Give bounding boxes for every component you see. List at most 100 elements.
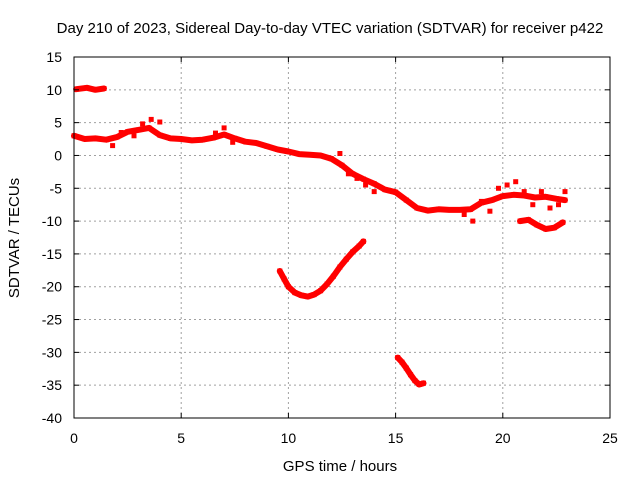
data-point	[292, 290, 298, 296]
data-point	[264, 143, 270, 149]
data-point	[339, 162, 345, 168]
axis-ticks: 0 5 10 15 20 25 15 10 5 0 -5 -10 -15 -20 -25 -30 -35 -40	[42, 49, 618, 446]
data-point	[543, 194, 549, 200]
data-point	[232, 135, 238, 141]
data-point	[168, 135, 173, 141]
data-point	[399, 359, 405, 365]
data-point	[560, 219, 566, 225]
data-point	[551, 225, 557, 231]
y-tick-label: 15	[46, 49, 62, 65]
data-point	[178, 136, 184, 142]
data-point	[403, 365, 409, 371]
data-point	[414, 205, 420, 211]
x-axis-label: GPS time / hours	[283, 458, 397, 475]
data-point	[285, 284, 291, 290]
data-point	[157, 132, 163, 138]
y-tick-label: 0	[54, 147, 62, 163]
data-point	[504, 182, 510, 188]
y-tick-label: -20	[42, 279, 62, 295]
data-point	[547, 205, 553, 211]
data-point	[526, 217, 531, 223]
data-point	[101, 86, 107, 91]
y-tick-label: -25	[42, 312, 62, 328]
data-point	[330, 273, 336, 279]
data-point	[189, 137, 195, 143]
data-point	[521, 193, 527, 198]
data-point	[135, 127, 141, 133]
data-point	[521, 189, 527, 195]
data-point	[318, 153, 324, 158]
data-point	[275, 147, 281, 152]
data-layer	[71, 84, 568, 388]
plot-frame	[73, 56, 611, 419]
data-point	[363, 182, 369, 188]
data-point	[350, 171, 356, 177]
data-point	[532, 195, 538, 200]
data-point	[461, 212, 467, 217]
data-point	[337, 264, 343, 270]
data-point	[395, 355, 401, 361]
y-axis-label: SDTVAR / TECUs	[6, 178, 23, 298]
series-trace	[73, 84, 107, 93]
data-point	[500, 193, 506, 199]
data-point	[296, 151, 302, 157]
data-point	[328, 156, 334, 162]
data-point	[408, 372, 414, 378]
data-point	[221, 125, 227, 131]
data-point	[538, 189, 544, 195]
data-point	[421, 380, 426, 386]
data-point	[318, 288, 324, 294]
data-point	[513, 179, 519, 185]
data-point	[285, 149, 291, 154]
data-point	[496, 185, 501, 191]
data-point	[403, 197, 409, 203]
data-point	[350, 249, 356, 255]
data-point	[277, 268, 283, 274]
data-point	[140, 121, 146, 127]
data-point	[114, 134, 120, 140]
x-tick-label: 0	[70, 430, 78, 446]
data-point	[110, 143, 116, 149]
data-point	[360, 238, 366, 244]
chart-title: Day 210 of 2023, Sidereal Day-to-day VTE…	[57, 20, 604, 37]
data-point	[92, 135, 98, 141]
data-point	[356, 243, 362, 249]
data-point	[103, 137, 109, 143]
data-point	[553, 196, 559, 202]
x-tick-label: 25	[602, 430, 618, 446]
data-point	[470, 218, 476, 224]
data-point	[73, 86, 79, 92]
x-tick-label: 15	[388, 430, 404, 446]
y-tick-label: -30	[42, 344, 62, 360]
data-point	[489, 197, 495, 203]
data-point	[360, 176, 366, 182]
data-point	[311, 292, 317, 298]
series-main-track	[71, 124, 568, 214]
data-point	[92, 87, 98, 93]
data-point	[200, 137, 206, 143]
data-point	[534, 222, 540, 228]
data-point	[221, 132, 227, 137]
data-point	[530, 202, 536, 208]
y-tick-label: -10	[42, 213, 62, 229]
data-point	[131, 133, 137, 139]
data-point	[146, 125, 152, 131]
data-point	[425, 208, 431, 214]
data-point	[298, 292, 304, 298]
data-point	[543, 226, 549, 232]
data-point	[446, 207, 452, 213]
series-tail-segment	[517, 216, 566, 232]
data-point	[412, 378, 418, 384]
data-point	[436, 206, 441, 212]
series-lower-arc	[276, 238, 367, 300]
data-point	[562, 189, 568, 195]
data-point	[82, 136, 88, 142]
data-point	[337, 151, 343, 156]
data-point	[125, 129, 131, 135]
data-point	[468, 206, 474, 212]
data-point	[371, 189, 377, 195]
y-tick-label: 5	[54, 115, 62, 131]
data-point	[478, 198, 484, 204]
data-point	[281, 276, 287, 282]
